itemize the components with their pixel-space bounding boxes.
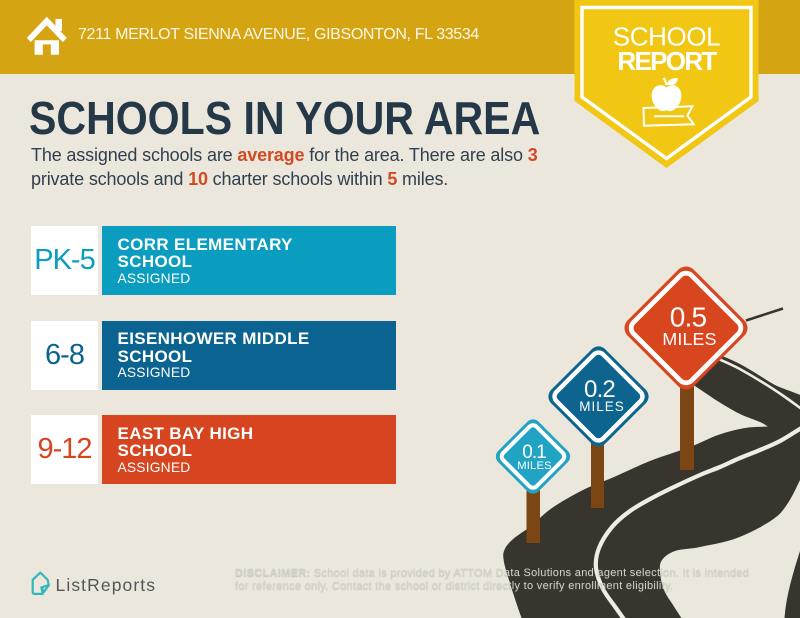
svg-text:0.5: 0.5 — [670, 302, 707, 333]
svg-text:REPORT: REPORT — [617, 46, 717, 76]
svg-text:0.2: 0.2 — [584, 376, 615, 403]
svg-text:MILES: MILES — [579, 399, 625, 414]
svg-text:SCHOOL: SCHOOL — [613, 22, 720, 52]
svg-text:0.1: 0.1 — [522, 442, 546, 463]
svg-text:MILES: MILES — [517, 460, 552, 472]
svg-text:MILES: MILES — [662, 329, 716, 349]
